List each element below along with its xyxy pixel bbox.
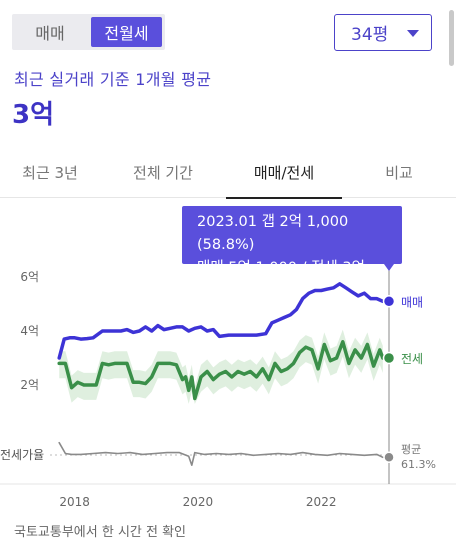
tab-sale[interactable]: 매매: [35, 24, 65, 43]
legend-label-jeonse: 전세: [401, 352, 423, 366]
point-jeonse-latest: [382, 351, 396, 365]
tab-rent[interactable]: 전월세: [91, 17, 162, 47]
scrollbar[interactable]: [449, 10, 454, 66]
period-tabs: 최근 3년 전체 기간 매매/전세 비교: [0, 146, 456, 199]
size-select[interactable]: 34평: [334, 14, 432, 51]
summary-price: 3억: [12, 100, 55, 130]
x-tick-label: 2020: [183, 495, 214, 509]
tab-all-period[interactable]: 전체 기간: [133, 163, 193, 182]
ratio-average-value: 61.3%: [401, 458, 436, 471]
series-line-sale: [57, 282, 385, 360]
legend-label-sale: 매매: [401, 295, 423, 309]
chart-tooltip: 2023.01 갭 2억 1,000 (58.8%) 매매 5억 1,000 /…: [182, 206, 402, 276]
x-tick-label: 2022: [306, 495, 337, 509]
ratio-axis-label: 전세가율: [0, 448, 44, 462]
y-tick-label: 2억: [20, 378, 39, 392]
tooltip-line-1: 2023.01 갭 2억 1,000 (58.8%): [197, 214, 349, 253]
summary-subtitle: 최근 실거래 기준 1개월 평균: [14, 70, 212, 89]
tooltip-pointer: [384, 264, 394, 271]
footer-note: 국토교통부에서 한 시간 전 확인: [14, 525, 187, 540]
tab-recent-3y[interactable]: 최근 3년: [22, 163, 78, 182]
trade-type-toggle: 매매 전월세: [12, 14, 165, 50]
chevron-down-icon: [407, 30, 419, 37]
size-select-value: 34평: [351, 25, 389, 45]
tab-sale-jeonse[interactable]: 매매/전세: [226, 146, 342, 199]
point-sale-latest: [382, 295, 396, 308]
legend-label-ratio: 평균: [401, 443, 421, 456]
tooltip-line-2: 매매 5억 1,000 / 전세 3억: [197, 260, 365, 276]
series-line-jeonse: [57, 340, 385, 401]
point-ratio-latest: [383, 451, 395, 463]
tab-compare[interactable]: 비교: [385, 163, 413, 182]
jeonse-range-band: [59, 329, 383, 404]
series-line-ratio: [58, 441, 384, 467]
y-tick-label: 6억: [20, 270, 39, 284]
x-tick-label: 2018: [59, 495, 90, 509]
y-tick-label: 4억: [20, 324, 39, 338]
